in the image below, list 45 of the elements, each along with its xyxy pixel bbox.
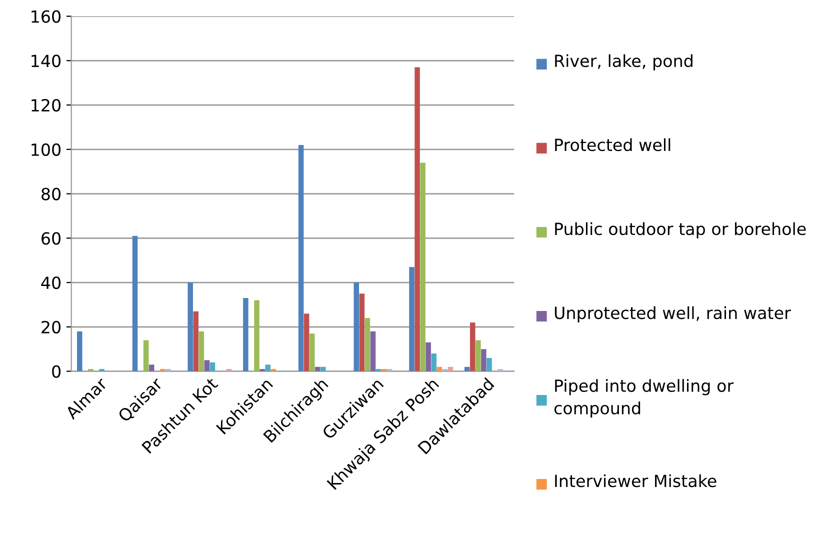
y-tick-label: 80 <box>42 188 61 200</box>
y-tick-label: 120 <box>32 98 61 112</box>
bar <box>426 342 431 372</box>
bar <box>431 354 437 372</box>
bar <box>470 322 476 372</box>
legend-label: Protected well <box>555 138 670 152</box>
y-tick-label: 0 <box>52 365 61 378</box>
bar <box>143 340 149 372</box>
bar <box>359 294 365 372</box>
bar <box>409 266 414 372</box>
bar <box>354 282 360 372</box>
y-tick-label: 60 <box>42 232 61 245</box>
bar <box>198 331 204 372</box>
y-tick-label: 40 <box>41 276 61 290</box>
bar <box>414 67 420 372</box>
bar <box>298 144 304 372</box>
bar <box>148 364 154 372</box>
bar <box>476 340 481 372</box>
bar <box>210 362 216 372</box>
bar <box>481 349 486 372</box>
bar <box>315 366 320 372</box>
bar <box>132 236 138 372</box>
legend-label: Interviewer Mistake <box>555 474 716 488</box>
legend-label: Piped into dwelling or compound <box>554 379 734 418</box>
y-tick-label: 140 <box>32 54 61 68</box>
legend-label: Unprotected well, rain water <box>554 306 791 322</box>
bar <box>77 331 82 372</box>
bar <box>309 334 315 372</box>
bar <box>204 360 210 372</box>
bar <box>320 366 326 372</box>
bar <box>243 298 248 372</box>
y-tick-label: 20 <box>42 320 61 334</box>
bar <box>193 311 199 372</box>
bar <box>304 314 310 372</box>
bar <box>254 300 260 372</box>
bar <box>265 364 270 372</box>
y-tick-label: 160 <box>32 10 61 23</box>
legend-label: River, lake, pond <box>555 54 692 70</box>
bar <box>486 358 492 372</box>
legend-label: Public outdoor tap or borehole <box>555 222 806 238</box>
bar <box>370 331 376 372</box>
bar <box>364 318 370 372</box>
y-tick-label: 100 <box>32 143 61 156</box>
bar <box>420 162 426 372</box>
bar <box>188 282 193 372</box>
